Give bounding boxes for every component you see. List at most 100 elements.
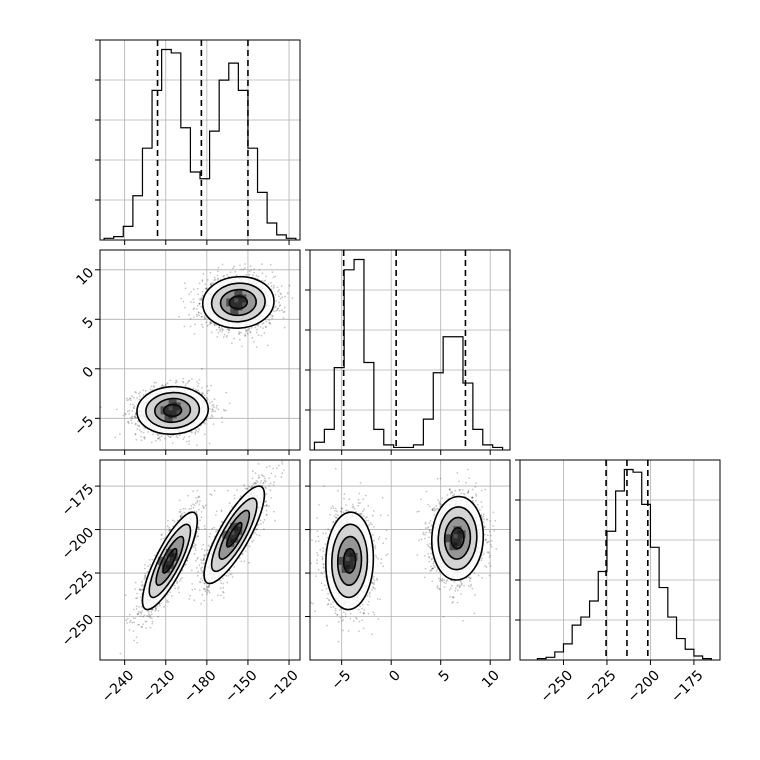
sample-point (277, 290, 279, 293)
sample-point (204, 317, 207, 319)
panel-frame (309, 249, 511, 451)
sample-point (179, 508, 182, 511)
sample-point (140, 430, 143, 433)
sample-point (155, 381, 158, 384)
sample-point (212, 282, 214, 284)
sample-point (180, 297, 183, 300)
sample-point (155, 439, 157, 442)
sample-point (126, 617, 129, 620)
sample-point (194, 323, 197, 326)
sample-point (136, 428, 139, 430)
sample-point (279, 297, 282, 300)
sample-point (198, 314, 200, 316)
sample-point (143, 426, 145, 429)
sample-point (139, 391, 142, 393)
sample-point (249, 331, 252, 334)
sample-point (187, 494, 190, 497)
sample-point (149, 616, 152, 619)
sample-point (190, 301, 193, 303)
histogram-step (103, 48, 297, 240)
sample-point (194, 431, 197, 434)
sample-point (163, 537, 165, 540)
sample-point (276, 309, 279, 311)
sample-point (148, 559, 151, 561)
sample-point (238, 332, 241, 335)
sample-point (133, 621, 136, 623)
sample-point (206, 392, 209, 395)
sample-point (137, 610, 140, 613)
sample-point (149, 614, 151, 617)
sample-point (204, 422, 207, 425)
sample-point (144, 572, 147, 575)
sample-point (131, 417, 134, 420)
sample-point (193, 333, 196, 335)
sample-point (134, 433, 137, 435)
sample-point (138, 429, 141, 431)
sample-point (188, 443, 190, 445)
sample-point (144, 563, 146, 566)
sample-point (194, 432, 197, 435)
sample-point (217, 270, 219, 273)
contour-line (145, 391, 201, 430)
sample-point (182, 300, 185, 303)
sample-point (128, 413, 131, 415)
sample-point (210, 283, 213, 285)
sample-point (170, 595, 173, 597)
sample-point (256, 328, 258, 331)
density-core (160, 406, 169, 415)
sample-point (178, 315, 180, 318)
sample-point (149, 388, 152, 391)
sample-point (199, 500, 201, 503)
sample-point (253, 268, 256, 270)
sample-point (288, 284, 291, 287)
y-tick-label: 0 (80, 364, 98, 382)
sample-point (223, 333, 226, 336)
sample-point (193, 510, 196, 512)
sample-point (131, 422, 133, 425)
sample-point (212, 410, 215, 412)
sample-point (209, 416, 212, 419)
sample-point (212, 404, 215, 406)
sample-point (175, 435, 178, 438)
sample-point (134, 391, 137, 393)
sample-point (193, 552, 196, 555)
sample-point (132, 403, 134, 406)
sample-point (233, 337, 236, 340)
x-tick-label: −225 (581, 667, 620, 706)
sample-point (177, 586, 180, 588)
sample-point (208, 389, 210, 392)
panel-frame (99, 249, 301, 451)
sample-point (169, 591, 172, 594)
sample-point (196, 287, 199, 290)
sample-point (160, 385, 163, 388)
sample-point (277, 307, 280, 310)
sample-point (200, 305, 203, 308)
sample-point (270, 285, 273, 288)
sample-point (201, 387, 203, 389)
sample-point (176, 580, 179, 583)
sample-point (275, 310, 277, 312)
sample-point (146, 615, 149, 617)
sample-point (217, 278, 220, 281)
sample-point (130, 419, 132, 422)
sample-point (202, 505, 204, 507)
sample-point (211, 400, 213, 403)
y-tick-label: −5 (71, 413, 97, 439)
sample-point (254, 326, 257, 329)
sample-point (201, 279, 204, 281)
sample-point (136, 613, 139, 616)
sample-point (152, 385, 155, 387)
sample-point (141, 588, 144, 591)
sample-point (179, 580, 181, 582)
sample-point (274, 305, 277, 308)
sample-point (222, 275, 225, 278)
sample-point (204, 314, 206, 317)
sample-point (266, 344, 269, 347)
sample-point (200, 323, 203, 326)
sample-point (141, 580, 144, 583)
sample-point (126, 622, 128, 624)
sample-point (193, 307, 196, 309)
sample-point (218, 326, 221, 329)
sample-point (196, 444, 198, 447)
sample-point (188, 293, 191, 295)
